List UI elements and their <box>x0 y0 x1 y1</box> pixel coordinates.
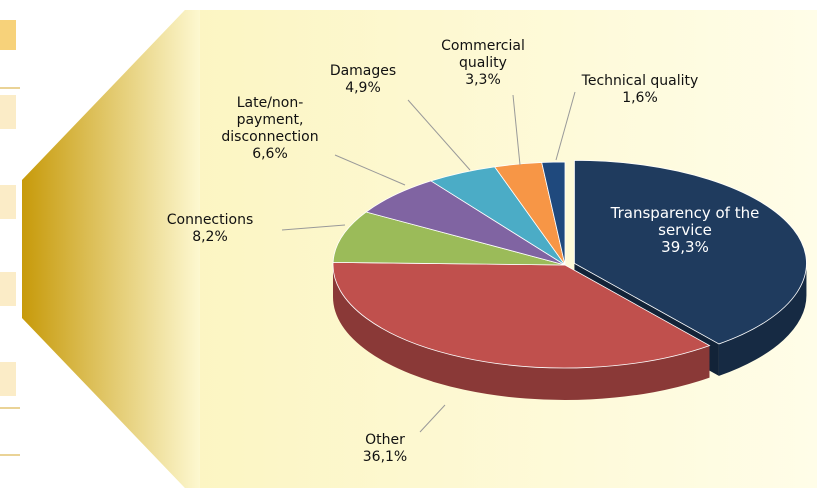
side-box <box>0 272 16 306</box>
label-text: Damages <box>329 63 397 79</box>
leader-line <box>555 91 576 161</box>
data-label: Connections 8,2% <box>150 212 270 246</box>
slice-side <box>333 265 710 401</box>
data-label: Technical quality 1,6% <box>560 73 720 107</box>
wedge <box>22 10 200 488</box>
label-text: Late/non-payment, disconnection <box>221 95 319 145</box>
label-text: Technical quality <box>581 73 699 89</box>
data-label: Transparency of the service 39,3% <box>600 205 770 256</box>
leader-line <box>419 404 446 433</box>
label-text: Connections <box>166 212 254 228</box>
leader-line <box>512 94 521 166</box>
label-text: Other <box>365 432 405 448</box>
label-text: 39,3% <box>661 238 709 256</box>
data-label: Commercial quality 3,3% <box>428 38 538 89</box>
side-box <box>0 362 16 396</box>
pie <box>332 159 807 401</box>
leader-line <box>334 154 406 186</box>
side-box <box>0 95 16 129</box>
leaders <box>281 91 576 433</box>
label-text: Commercial quality <box>441 38 525 71</box>
label-text: 4,9% <box>345 80 381 96</box>
label-text: 8,2% <box>192 229 228 245</box>
slice-side <box>718 263 807 376</box>
leader-line <box>407 99 471 171</box>
label-text: Transparency of the service <box>610 204 760 239</box>
slice <box>332 262 711 369</box>
side-box <box>0 185 16 219</box>
slice <box>541 161 566 266</box>
side-box <box>0 20 16 50</box>
data-label: Other 36,1% <box>330 432 440 466</box>
label-text: 1,6% <box>622 90 658 106</box>
label-text: 36,1% <box>362 449 408 465</box>
slice <box>332 211 566 266</box>
data-label: Damages 4,9% <box>308 63 418 97</box>
slice <box>574 159 807 345</box>
label-text: 3,3% <box>465 72 501 88</box>
data-label: Late/non-payment, disconnection 6,6% <box>205 95 335 163</box>
label-text: 6,6% <box>252 146 288 162</box>
leader-line <box>281 224 346 231</box>
